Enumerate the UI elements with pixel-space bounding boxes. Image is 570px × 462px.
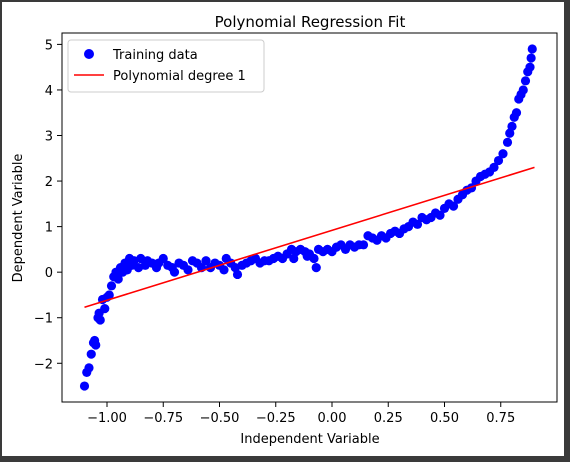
legend-label-polynomial-degree-1: Polynomial degree 1 (113, 69, 246, 84)
x-tick-label: 0.00 (318, 411, 347, 426)
x-tick-label: −0.75 (143, 411, 183, 426)
data-point (113, 274, 123, 284)
data-point (493, 155, 504, 166)
data-point (309, 253, 319, 264)
data-point (502, 137, 513, 147)
data-point (527, 44, 537, 54)
scatter-series (79, 44, 537, 391)
x-tick-label: −1.00 (87, 411, 127, 426)
data-point (201, 256, 211, 266)
x-axis-label: Independent Variable (240, 432, 379, 447)
data-point (435, 210, 445, 220)
chart-canvas: Polynomial Regression Fit −1.00 −0.75 −0.5… (11, 13, 558, 447)
data-point (158, 253, 168, 264)
data-point (511, 108, 522, 118)
x-tick-label: 0.75 (486, 411, 515, 426)
data-point (526, 53, 536, 63)
y-tick-label: −2 (34, 357, 53, 372)
data-point (507, 121, 517, 131)
line-series (84, 166, 535, 309)
chart-title: Polynomial Regression Fit (215, 13, 406, 31)
data-point (84, 363, 94, 373)
legend-box (67, 39, 265, 93)
y-tick-label: 3 (45, 130, 53, 145)
data-point (95, 315, 105, 325)
plot-area (61, 32, 558, 403)
data-point (520, 76, 531, 86)
data-point (518, 85, 528, 95)
x-tick-label: 0.50 (430, 411, 459, 426)
y-axis-label: Dependent Variable (11, 154, 26, 283)
data-point (86, 349, 96, 359)
x-tick-label: −0.25 (256, 411, 296, 426)
data-point (525, 62, 535, 72)
x-axis: −1.00 −0.75 −0.50 −0.25 0.00 0.25 0.50 0.75 (87, 402, 515, 426)
data-point (100, 304, 110, 314)
data-point (489, 162, 499, 172)
y-tick-label: 5 (45, 38, 53, 53)
data-point (106, 281, 117, 291)
legend-label-training-data: Training data (112, 48, 198, 63)
data-point (79, 381, 90, 391)
x-tick-label: 0.25 (374, 411, 403, 426)
y-axis: −2 −1 0 1 2 3 4 5 (34, 38, 62, 372)
y-tick-label: 4 (45, 84, 53, 99)
data-point (232, 269, 243, 280)
data-point (104, 290, 114, 300)
data-point (183, 265, 193, 275)
data-point (358, 240, 369, 250)
y-tick-label: 1 (45, 221, 53, 236)
data-point (311, 263, 321, 273)
data-point (448, 201, 459, 211)
y-tick-label: 2 (45, 175, 53, 190)
legend: Training data Polynomial degree 1 (67, 39, 265, 93)
data-point (169, 267, 180, 277)
data-point (412, 219, 423, 229)
data-point (219, 265, 229, 275)
data-point (498, 149, 508, 159)
x-tick-label: −0.50 (200, 411, 240, 426)
y-tick-label: −1 (34, 312, 53, 327)
y-tick-label: 0 (45, 266, 53, 281)
legend-marker-training-data (84, 49, 94, 59)
data-point (91, 340, 101, 350)
regression-line (84, 166, 535, 309)
